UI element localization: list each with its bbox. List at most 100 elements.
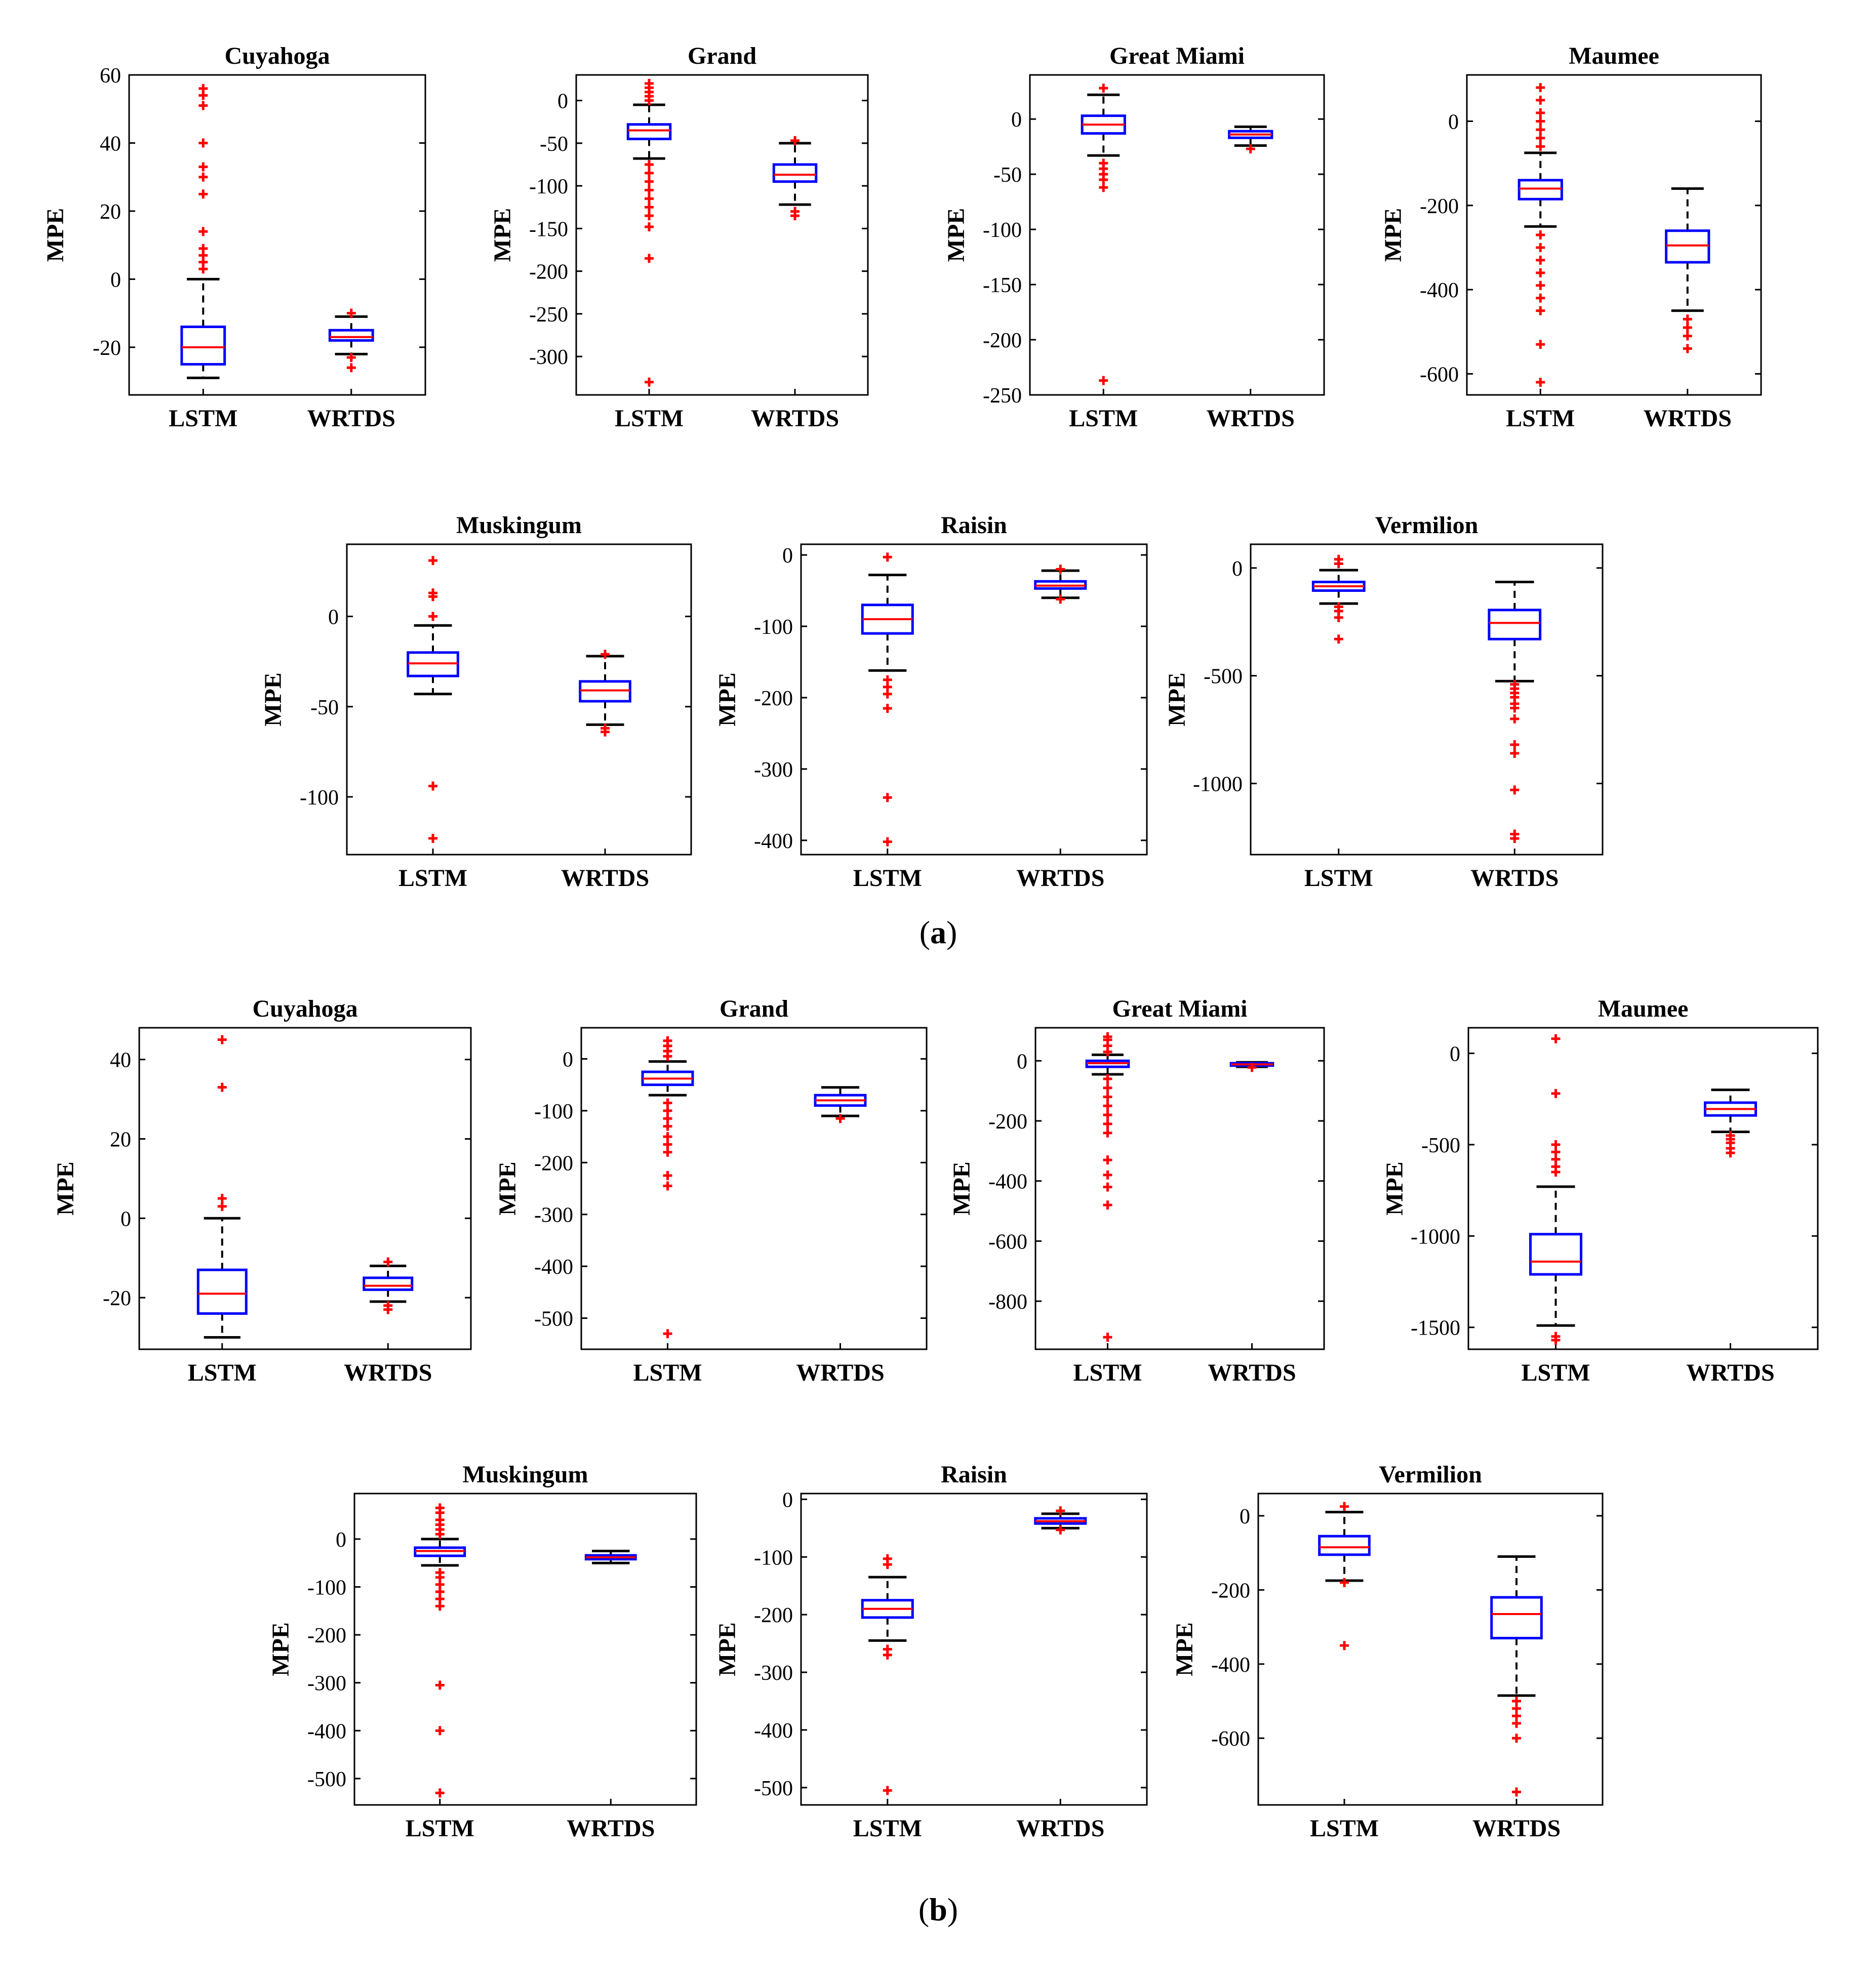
panel-label-b: (b)	[862, 1891, 1014, 1928]
outlier-point	[1510, 714, 1520, 723]
x-category-label: LSTM	[398, 865, 467, 892]
box-lstm	[1081, 84, 1126, 385]
x-category-label: WRTDS	[796, 1359, 884, 1386]
outlier-point	[1103, 1110, 1112, 1120]
outlier-point	[1510, 785, 1520, 795]
outlier-point	[1536, 95, 1545, 105]
outlier-point	[435, 1726, 445, 1736]
x-category-label: WRTDS	[1207, 405, 1295, 432]
chart-title: Cuyahoga	[224, 43, 330, 69]
box-wrtds	[1665, 187, 1710, 353]
outlier-point	[1536, 230, 1545, 239]
box-lstm	[1311, 554, 1366, 644]
x-category-label: LSTM	[615, 405, 684, 432]
outlier-point	[1551, 1034, 1561, 1043]
outlier-point	[1536, 243, 1545, 252]
y-tick-label: -50	[540, 133, 568, 156]
outlier-point	[428, 588, 437, 598]
outlier-point	[663, 1098, 672, 1108]
chart-title: Vermilion	[1379, 1461, 1482, 1488]
iqr-box	[1518, 179, 1563, 200]
chart-title: Maumee	[1569, 43, 1659, 69]
chart-b-maumee: Maumee -1500 -1000 -500 0 MPE LSTM WRTDS	[1381, 995, 1819, 1386]
outlier-point	[198, 189, 208, 199]
y-tick-label: 20	[100, 200, 121, 224]
x-category-label: WRTDS	[1686, 1359, 1774, 1386]
y-tick-label: -50	[993, 164, 1022, 187]
x-category-label: WRTDS	[1472, 1815, 1561, 1842]
outlier-point	[1536, 125, 1545, 135]
outlier-point	[1512, 1787, 1521, 1797]
iqr-box	[196, 1268, 248, 1315]
outlier-point	[1099, 175, 1108, 185]
outlier-point	[1103, 1155, 1112, 1165]
y-tick-label: -300	[754, 1662, 793, 1685]
y-tick-label: -200	[754, 1604, 793, 1627]
outlier-point	[435, 1788, 445, 1798]
outlier-point	[1536, 108, 1545, 117]
x-category-label: LSTM	[406, 1815, 474, 1842]
outlier-point	[645, 185, 654, 195]
outlier-point	[1536, 340, 1545, 349]
box-wrtds	[1703, 1089, 1758, 1158]
chart-b-cuyahoga: Cuyahoga -20 0 20 40 MPE LSTM WRTDS	[52, 995, 472, 1386]
y-tick-label: -200	[1211, 1579, 1250, 1602]
iqr-box	[1665, 229, 1710, 264]
y-tick-label: -100	[300, 786, 339, 810]
outlier-point	[1099, 183, 1108, 192]
box-lstm	[1085, 1032, 1130, 1342]
outlier-point	[198, 138, 208, 148]
outlier-point	[1536, 293, 1545, 303]
outlier-point	[1683, 344, 1692, 353]
x-category-label: WRTDS	[344, 1359, 432, 1386]
y-tick-label: -200	[754, 687, 793, 710]
box-wrtds	[1228, 125, 1273, 154]
chart-a-great-miami: Great Miami -250 -200 -150 -100 -50 0 MPE LSTM WR…	[943, 43, 1325, 432]
box-wrtds	[1488, 580, 1542, 843]
y-tick-label: -200	[988, 1110, 1027, 1134]
chart-b-vermilion: Vermilion -600 -400 -200 0 MPE LSTM WRTDS	[1171, 1461, 1604, 1842]
chart-title: Grand	[688, 43, 756, 69]
outlier-point	[217, 1082, 227, 1092]
y-tick-label: -500	[534, 1308, 573, 1331]
outlier-point	[1551, 1089, 1561, 1098]
x-category-label: LSTM	[1304, 865, 1373, 892]
outlier-point	[1510, 834, 1520, 843]
outlier-point	[1512, 1718, 1521, 1728]
chart-b-raisin: Raisin -500 -400 -300 -200 -100 0 MPE LSTM WRTDS	[714, 1461, 1148, 1842]
y-tick-label: 0	[1240, 1505, 1250, 1528]
y-tick-label: 0	[1011, 108, 1022, 132]
outlier-point	[663, 1181, 672, 1191]
box-lstm	[414, 1503, 466, 1798]
chart-title: Raisin	[941, 1461, 1007, 1488]
box-wrtds	[1229, 1061, 1274, 1072]
box-wrtds	[363, 1257, 414, 1314]
y-tick-label: -100	[754, 1546, 793, 1569]
outlier-point	[198, 227, 208, 236]
panel-label-b-close: )	[947, 1891, 959, 1927]
y-tick-label: 0	[110, 268, 121, 292]
chart-title: Raisin	[941, 512, 1007, 539]
y-tick-label: -300	[307, 1672, 346, 1696]
outlier-point	[1536, 280, 1545, 290]
y-tick-label: -1000	[1193, 773, 1243, 796]
y-tick-label: -200	[983, 329, 1022, 352]
outlier-point	[663, 1114, 672, 1123]
y-tick-label: -400	[754, 1719, 793, 1743]
iqr-box	[1488, 609, 1542, 640]
y-tick-label: 0	[1450, 1043, 1460, 1066]
y-tick-label: 0	[782, 544, 793, 568]
chart-title: Great Miami	[1112, 995, 1247, 1022]
x-category-label: LSTM	[169, 405, 237, 432]
x-category-label: WRTDS	[1016, 1815, 1104, 1842]
outlier-point	[1056, 1506, 1065, 1516]
outlier-point	[1103, 1083, 1112, 1093]
y-tick-label: -500	[307, 1768, 346, 1791]
outlier-point	[1340, 1502, 1349, 1511]
y-axis-label: MPE	[260, 672, 287, 727]
chart-title: Great Miami	[1109, 43, 1245, 69]
plot-frame	[353, 1493, 697, 1806]
outlier-point	[217, 1194, 227, 1203]
box-wrtds	[579, 650, 631, 737]
outlier-point	[428, 556, 437, 566]
